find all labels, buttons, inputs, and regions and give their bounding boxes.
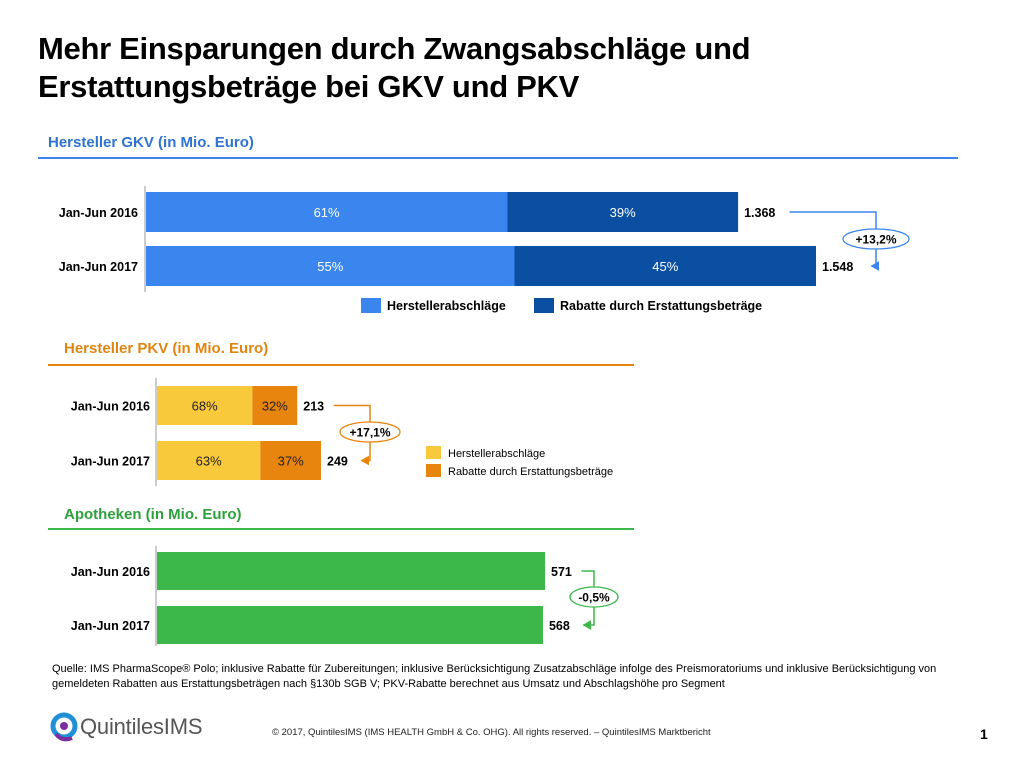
category-label-apo: Jan-Jun 2017 [71, 619, 150, 633]
section-rule-apo [48, 528, 634, 530]
growth-arrow-icon [582, 620, 591, 630]
page-title: Mehr Einsparungen durch Zwangsabschläge … [38, 31, 751, 104]
legend-label-pkv: Rabatte durch Erstattungsbeträge [448, 466, 613, 478]
section-title-gkv: Hersteller GKV (in Mio. Euro) [48, 134, 254, 151]
legend-swatch-pkv [426, 464, 441, 477]
growth-label-gkv: +13,2% [855, 233, 896, 247]
bar-segment-pkv [157, 441, 261, 480]
growth-arrow-icon [870, 261, 879, 271]
bar-segment-gkv [146, 192, 508, 232]
copyright-footer: © 2017, QuintilesIMS (IMS HEALTH GmbH & … [272, 727, 711, 738]
legend-label-gkv: Herstellerabschläge [387, 299, 506, 313]
legend-label-gkv: Rabatte durch Erstattungsbeträge [560, 299, 762, 313]
total-label-gkv: 1.548 [822, 260, 853, 274]
legend-swatch-gkv [361, 298, 381, 313]
growth-badge-pkv [339, 421, 401, 443]
bar-apo [157, 606, 543, 644]
bar-segment-gkv [514, 246, 816, 286]
logo-text: QuintilesIMS [80, 714, 203, 739]
segment-label-pkv: 37% [278, 454, 304, 469]
category-label-pkv: Jan-Jun 2016 [71, 400, 150, 414]
section-title-apo: Apotheken (in Mio. Euro) [64, 506, 242, 523]
legend-label-pkv: Herstellerabschläge [448, 448, 545, 460]
growth-label-pkv: +17,1% [349, 426, 390, 440]
bar-apo [157, 552, 545, 590]
bar-segment-pkv [252, 386, 298, 425]
total-label-pkv: 249 [327, 455, 348, 469]
segment-label-gkv: 39% [610, 205, 636, 220]
segment-label-gkv: 45% [652, 259, 678, 274]
total-label-pkv: 213 [303, 400, 324, 414]
total-label-gkv: 1.368 [744, 206, 775, 220]
legend-swatch-pkv [426, 446, 441, 459]
section-title-pkv: Hersteller PKV (in Mio. Euro) [64, 340, 269, 357]
bar-segment-gkv [146, 246, 515, 286]
bar-segment-pkv [157, 386, 253, 425]
total-label-apo: 571 [551, 565, 572, 579]
bar-segment-pkv [260, 441, 321, 480]
growth-label-apo: -0,5% [578, 591, 610, 605]
growth-badge-apo [569, 586, 619, 608]
total-label-apo: 568 [549, 619, 570, 633]
segment-label-pkv: 63% [196, 454, 222, 469]
segment-label-gkv: 55% [317, 259, 343, 274]
bar-segment-gkv [507, 192, 739, 232]
legend-swatch-gkv [534, 298, 554, 313]
quintilesims-logo-icon [50, 712, 78, 742]
segment-label-pkv: 32% [262, 399, 288, 414]
category-label-apo: Jan-Jun 2016 [71, 565, 150, 579]
category-label-gkv: Jan-Jun 2017 [59, 260, 138, 274]
source-note: Quelle: IMS PharmaScope® Polo; inklusive… [52, 663, 937, 690]
growth-badge-gkv [842, 228, 910, 250]
segment-label-pkv: 68% [192, 399, 218, 414]
category-label-gkv: Jan-Jun 2016 [59, 206, 138, 220]
segment-label-gkv: 61% [314, 205, 340, 220]
growth-arrow-icon [360, 455, 369, 466]
page-number: 1 [980, 726, 988, 742]
section-rule-gkv [38, 157, 958, 159]
section-rule-pkv [48, 364, 634, 366]
category-label-pkv: Jan-Jun 2017 [71, 455, 150, 469]
company-logo: QuintilesIMS [50, 708, 210, 748]
